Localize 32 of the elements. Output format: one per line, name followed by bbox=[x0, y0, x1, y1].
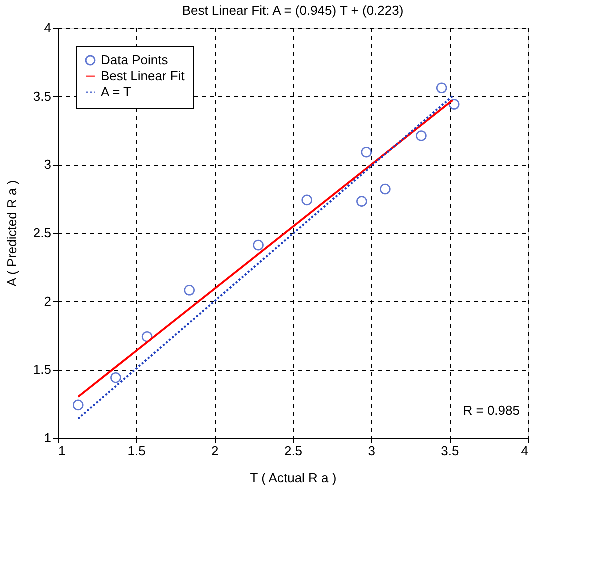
point bbox=[356, 196, 368, 207]
point bbox=[184, 285, 195, 296]
x-tick-label: 2.5 bbox=[284, 444, 303, 458]
x-tick-label: 3 bbox=[368, 444, 376, 458]
point bbox=[302, 194, 312, 206]
y-tick-label: 2 bbox=[44, 294, 52, 309]
x-tick-label: 3.5 bbox=[441, 444, 460, 458]
y-tick-label: 3.5 bbox=[33, 88, 52, 104]
x-tick-label: 1 bbox=[58, 444, 66, 458]
x-axis-title: T ( Actual R a ) bbox=[250, 470, 337, 486]
y-axis-title: A ( Predicted R a ) bbox=[4, 180, 20, 287]
y-tick-label: 1.5 bbox=[33, 362, 52, 378]
point bbox=[72, 400, 84, 411]
point bbox=[253, 240, 264, 251]
annotation: R = 0.985 bbox=[463, 403, 520, 418]
y-tick-label: 1 bbox=[44, 430, 52, 446]
y-tick-label: 2.5 bbox=[33, 226, 52, 240]
point bbox=[380, 184, 391, 195]
legend-label: A = T bbox=[101, 84, 132, 100]
y-tick-label: 3 bbox=[44, 157, 52, 172]
x-tick-label: 2 bbox=[212, 444, 219, 458]
x-tick-label: 1.5 bbox=[128, 444, 146, 458]
point bbox=[416, 130, 427, 142]
chart-title: Best Linear Fit: A = (0.945) T + (0.223) bbox=[182, 3, 404, 18]
y-tick-label: 4 bbox=[44, 20, 52, 36]
legend-label: Data Points bbox=[101, 52, 169, 68]
x-tick-label: 4 bbox=[521, 444, 528, 458]
point bbox=[110, 372, 122, 384]
point bbox=[448, 99, 460, 110]
legend-label: Best Linear Fit bbox=[101, 68, 186, 84]
point bbox=[436, 82, 448, 94]
point bbox=[361, 146, 372, 158]
